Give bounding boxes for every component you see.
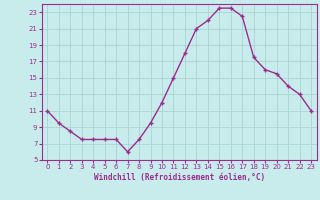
X-axis label: Windchill (Refroidissement éolien,°C): Windchill (Refroidissement éolien,°C) xyxy=(94,173,265,182)
